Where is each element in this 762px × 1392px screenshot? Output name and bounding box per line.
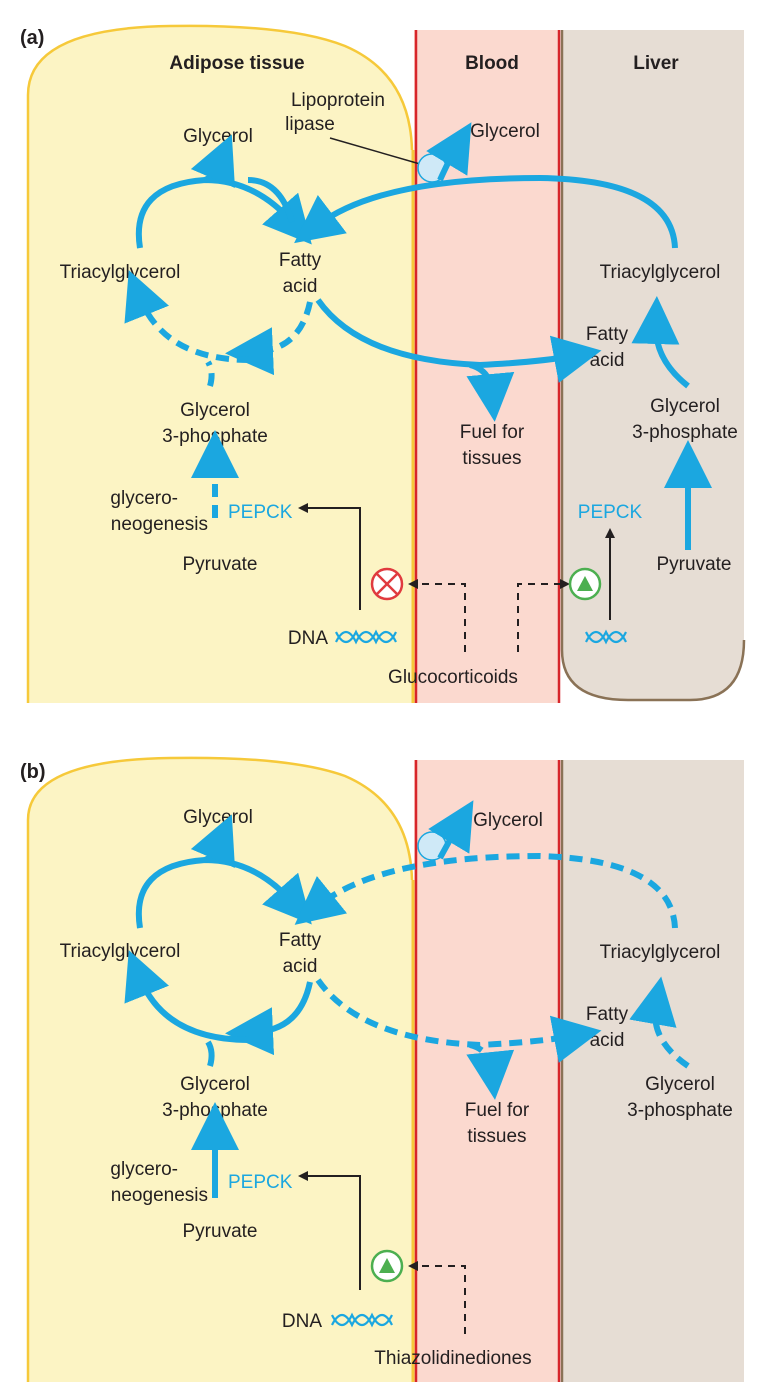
glucocorticoids-label: Glucocorticoids bbox=[388, 667, 518, 688]
fuel-for-tissues-label-b: Fuel for bbox=[465, 1100, 530, 1121]
glycerol-adipose-label-b: Glycerol bbox=[183, 807, 253, 828]
glycerol-3-phosphate-adipose-label: Glycerol bbox=[180, 400, 250, 421]
liver-region-b bbox=[562, 760, 744, 1382]
svg-text:acid: acid bbox=[283, 276, 318, 297]
glyceroneogenesis-label-b: glycero- bbox=[110, 1159, 178, 1180]
fatty-acid-adipose-label-b: Fatty bbox=[279, 930, 322, 951]
svg-text:tissues: tissues bbox=[467, 1126, 526, 1147]
pyruvate-adipose-label-b: Pyruvate bbox=[183, 1221, 258, 1242]
svg-text:3-phosphate: 3-phosphate bbox=[162, 426, 268, 447]
header-liver: Liver bbox=[633, 53, 679, 74]
fuel-for-tissues-label: Fuel for bbox=[460, 422, 525, 443]
glyceroneogenesis-label: glycero- bbox=[110, 488, 178, 509]
pyruvate-liver-label: Pyruvate bbox=[657, 554, 732, 575]
triacylglycerol-adipose-label: Triacylglycerol bbox=[60, 262, 181, 283]
svg-text:neogenesis: neogenesis bbox=[111, 1185, 208, 1206]
pyruvate-adipose-label: Pyruvate bbox=[183, 554, 258, 575]
dna-label-b: DNA bbox=[282, 1311, 322, 1332]
lipoprotein-lipase-label: Lipoprotein bbox=[291, 90, 385, 111]
svg-text:neogenesis: neogenesis bbox=[111, 514, 208, 535]
svg-text:acid: acid bbox=[283, 956, 318, 977]
panel-label-a: (a) bbox=[20, 27, 44, 49]
glycerol-3-phosphate-liver-label: Glycerol bbox=[650, 396, 720, 417]
panel-a: (a) Adipose tissue Blood Liver Lipoprote… bbox=[20, 26, 744, 703]
panel-label-b: (b) bbox=[20, 761, 46, 783]
triacylglycerol-liver-label: Triacylglycerol bbox=[600, 262, 721, 283]
panel-b: (b) Glycerol Glycerol Triacylglycerol Fa… bbox=[20, 758, 744, 1382]
glycerol-adipose-label: Glycerol bbox=[183, 126, 253, 147]
adipose-tissue-region-b bbox=[28, 758, 412, 1382]
glycerol-3-phosphate-liver-label-b: Glycerol bbox=[645, 1074, 715, 1095]
pepck-liver-label: PEPCK bbox=[578, 502, 643, 523]
fatty-acid-liver-label: Fatty bbox=[586, 324, 629, 345]
fatty-acid-adipose-label: Fatty bbox=[279, 250, 322, 271]
svg-text:acid: acid bbox=[590, 350, 625, 371]
svg-text:acid: acid bbox=[590, 1030, 625, 1051]
thiazolidinediones-label: Thiazolidinediones bbox=[374, 1348, 531, 1369]
glycerol-blood-label-b: Glycerol bbox=[473, 810, 543, 831]
dna-label: DNA bbox=[288, 628, 328, 649]
glycerol-blood-label: Glycerol bbox=[470, 121, 540, 142]
svg-text:3-phosphate: 3-phosphate bbox=[632, 422, 738, 443]
pepck-adipose-label: PEPCK bbox=[228, 502, 293, 523]
header-adipose-tissue: Adipose tissue bbox=[169, 53, 304, 74]
glycerol-3-phosphate-adipose-label-b: Glycerol bbox=[180, 1074, 250, 1095]
svg-text:tissues: tissues bbox=[462, 448, 521, 469]
svg-text:lipase: lipase bbox=[285, 114, 335, 135]
svg-text:3-phosphate: 3-phosphate bbox=[162, 1100, 268, 1121]
triacylglycerol-adipose-label-b: Triacylglycerol bbox=[60, 941, 181, 962]
triacylglycerol-liver-label-b: Triacylglycerol bbox=[600, 942, 721, 963]
fatty-acid-liver-label-b: Fatty bbox=[586, 1004, 629, 1025]
svg-text:3-phosphate: 3-phosphate bbox=[627, 1100, 733, 1121]
header-blood: Blood bbox=[465, 53, 519, 74]
pepck-adipose-label-b: PEPCK bbox=[228, 1172, 293, 1193]
